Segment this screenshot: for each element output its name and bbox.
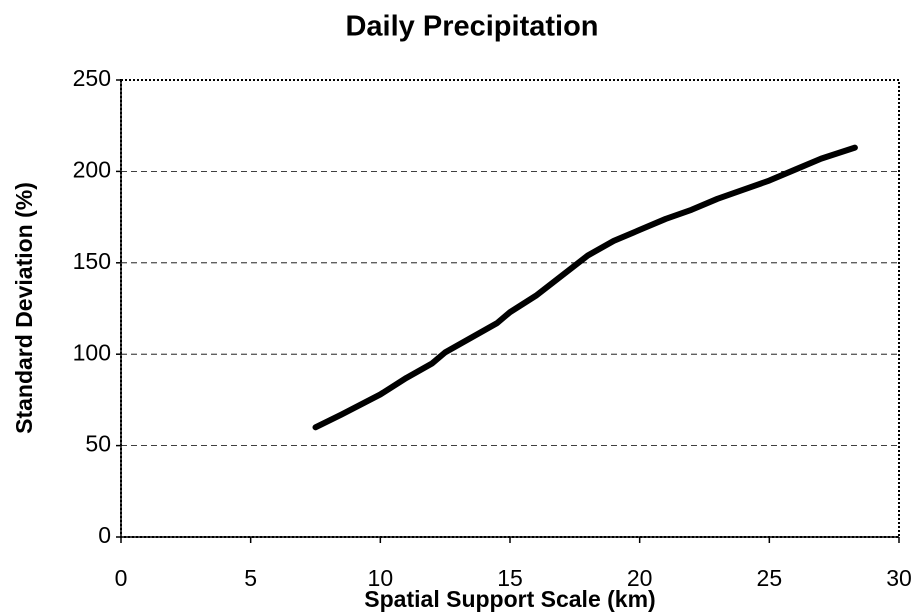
chart-title: Daily Precipitation bbox=[345, 11, 598, 43]
x-tick-label: 15 bbox=[497, 565, 523, 591]
y-tick-label: 100 bbox=[73, 339, 111, 365]
x-tick-label: 5 bbox=[244, 565, 257, 591]
y-tick-label: 50 bbox=[85, 431, 111, 457]
y-axis-label: Standard Deviation (%) bbox=[11, 182, 37, 434]
y-tick-label: 200 bbox=[73, 156, 111, 182]
x-axis-label: Spatial Support Scale (km) bbox=[364, 586, 655, 612]
y-tick-label: 0 bbox=[98, 522, 111, 548]
x-tick-label: 0 bbox=[115, 565, 128, 591]
plot-border bbox=[120, 79, 900, 538]
x-tick-label: 20 bbox=[627, 565, 653, 591]
x-tick-label: 25 bbox=[757, 565, 783, 591]
y-tick-label: 150 bbox=[73, 248, 111, 274]
y-tick-label: 250 bbox=[73, 65, 111, 91]
x-tick-label: 30 bbox=[886, 565, 912, 591]
x-tick-label: 10 bbox=[368, 565, 394, 591]
data-line bbox=[312, 144, 858, 431]
